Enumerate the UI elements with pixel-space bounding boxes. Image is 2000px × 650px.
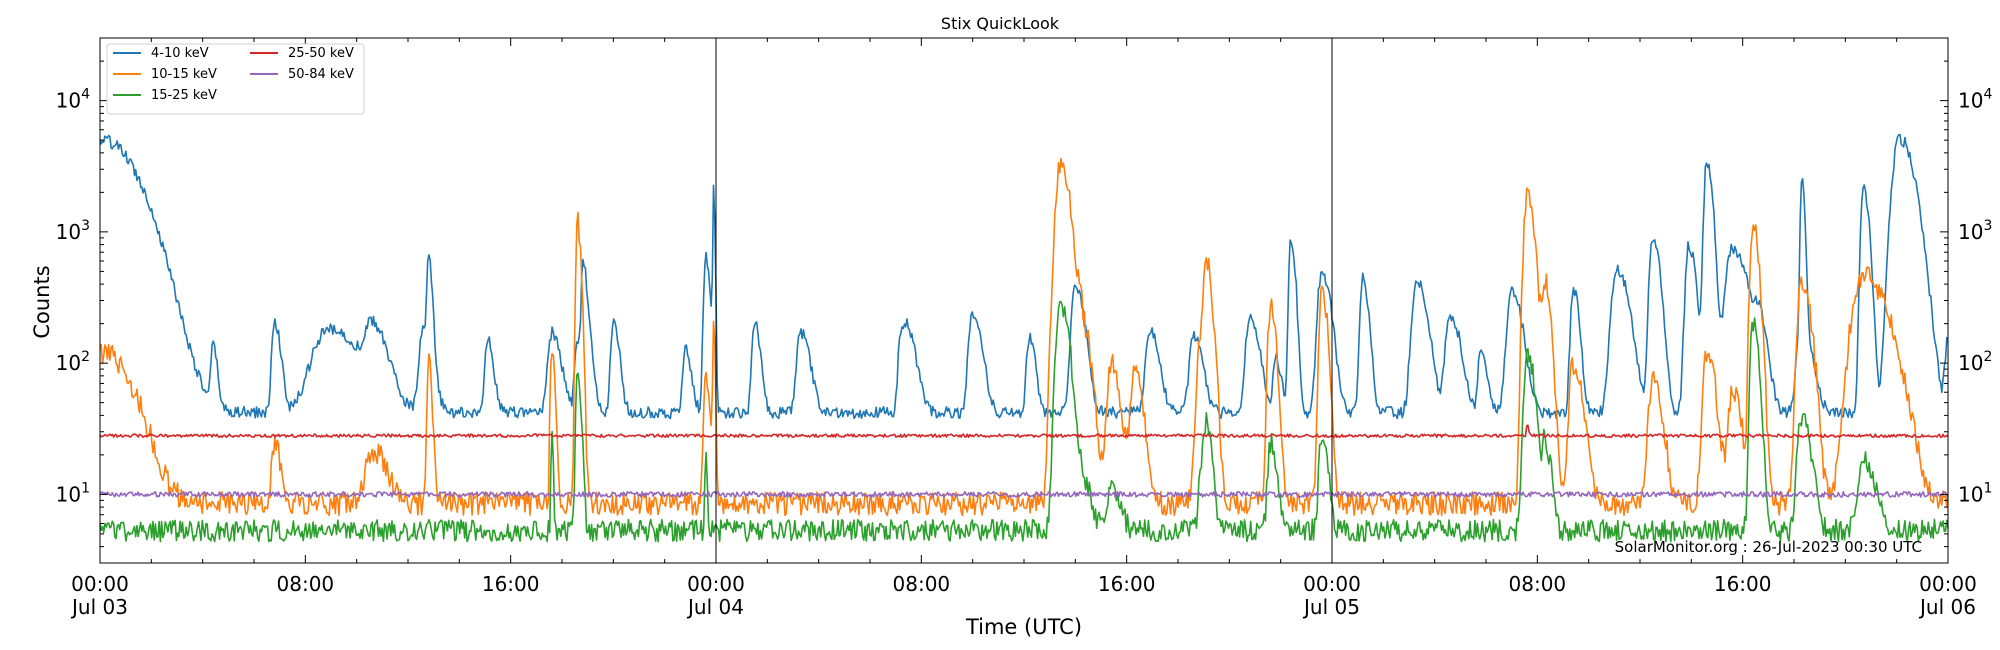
y-tick-label: 101 — [56, 480, 90, 506]
legend-label: 15-25 keV — [151, 88, 217, 103]
x-tick-label: 00:00 — [1919, 572, 1977, 596]
x-tick-label: 16:00 — [1714, 572, 1772, 596]
x-tick-date-label: Jul 03 — [70, 595, 128, 619]
x-axis-label: Time (UTC) — [965, 615, 1082, 639]
plot-frame — [99, 37, 1949, 564]
y-axis: 101 101 102 102 103 103 104 104 — [56, 37, 1992, 564]
series-line-10-15-keV — [99, 157, 1949, 517]
x-tick-label: 16:00 — [1098, 572, 1156, 596]
series-line-15-25-keV — [99, 300, 1949, 543]
x-tick-label: 00:00 — [71, 572, 129, 596]
credit-text: SolarMonitor.org : 26-Jul-2023 00:30 UTC — [1615, 538, 1922, 556]
plot-background — [100, 38, 1948, 563]
series-line-4-10-keV — [99, 133, 1949, 420]
x-tick-label: 08:00 — [1509, 572, 1567, 596]
x-tick-label: 08:00 — [277, 572, 335, 596]
x-tick-label: 00:00 — [1303, 572, 1361, 596]
y-tick-label-right: 101 — [1958, 480, 1992, 506]
series-layer — [99, 133, 1949, 543]
legend: 4-10 keV 10-15 keV 15-25 keV 25-50 keV 50-84… — [106, 43, 365, 115]
legend-label: 10-15 keV — [151, 67, 217, 82]
day-separator-lines — [715, 38, 1333, 563]
y-tick-label: 103 — [56, 218, 90, 244]
y-tick-label-right: 104 — [1958, 87, 1992, 113]
x-tick-date-label: Jul 05 — [1302, 595, 1360, 619]
x-tick-date-label: Jul 04 — [686, 595, 744, 619]
y-tick-label: 104 — [56, 87, 90, 113]
legend-label: 4-10 keV — [151, 46, 209, 61]
y-tick-label-right: 103 — [1958, 218, 1992, 244]
series-line-50-84-keV — [99, 490, 1949, 498]
y-tick-label-right: 102 — [1958, 349, 1992, 375]
series-line-25-50-keV — [99, 424, 1949, 439]
legend-label: 50-84 keV — [288, 67, 354, 82]
x-tick-date-label: Jul 06 — [1918, 595, 1976, 619]
x-tick-label: 16:00 — [482, 572, 540, 596]
legend-label: 25-50 keV — [288, 46, 354, 61]
x-tick-label: 08:00 — [893, 572, 951, 596]
y-axis-label: Counts — [30, 265, 54, 338]
chart-title: Stix QuickLook — [941, 14, 1060, 33]
legend-box — [106, 43, 365, 115]
y-tick-label: 102 — [56, 349, 90, 375]
x-tick-label: 00:00 — [687, 572, 745, 596]
